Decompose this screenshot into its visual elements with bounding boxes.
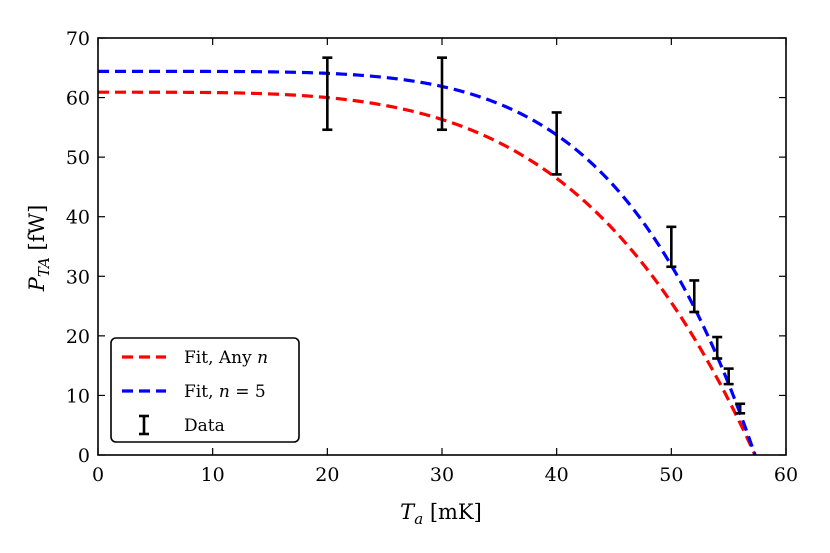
y-tick-label: 30 (66, 266, 90, 288)
data-point (666, 225, 677, 269)
x-axis-label-main: T (400, 500, 416, 524)
data-point (712, 335, 723, 360)
legend-label: Fit, n = 5 (184, 382, 266, 402)
x-axis-label: Ta [mK] (400, 500, 482, 528)
fit-curves (98, 69, 757, 456)
legend: Fit, Any n Fit, n = 5 Data (110, 337, 300, 443)
legend-entry: Fit, n = 5 (122, 382, 266, 402)
data-point (723, 367, 734, 386)
y-tick-label: 10 (66, 385, 90, 407)
x-axis-label-subscript: a (414, 510, 423, 528)
axis-ticks: 0 10 20 30 40 50 60 0 10 20 30 40 50 60 70 (66, 28, 798, 486)
data-errorbars (322, 56, 746, 415)
y-tick-label: 20 (66, 326, 90, 348)
plot-frame (97, 37, 787, 456)
y-tick-label: 60 (66, 88, 90, 110)
data-point (322, 56, 333, 132)
legend-label: Data (184, 416, 225, 436)
y-tick-label: 0 (78, 445, 90, 467)
x-axis-label-unit: [mK] (423, 500, 482, 524)
x-tick-label: 20 (315, 464, 339, 486)
legend-box (110, 337, 300, 443)
x-tick-label: 0 (92, 464, 104, 486)
data-point (437, 56, 447, 132)
legend-label: Fit, Any n (184, 348, 268, 368)
data-point (689, 279, 700, 314)
y-axis-label: PTA [fW] (25, 205, 53, 293)
y-axis-label-subscript: TA (35, 257, 53, 277)
data-point (735, 402, 746, 415)
x-tick-label: 30 (430, 464, 454, 486)
legend-entry: Data (139, 414, 225, 436)
y-tick-label: 40 (66, 207, 90, 229)
x-tick-label: 10 (201, 464, 225, 486)
legend-entry: Fit, Any n (122, 348, 268, 368)
x-tick-label: 50 (659, 464, 683, 486)
y-axis-label-unit: [fW] (25, 205, 49, 257)
fit-line-n5 (98, 69, 757, 456)
x-tick-label: 40 (545, 464, 569, 486)
y-tick-label: 50 (66, 147, 90, 169)
x-tick-label: 60 (774, 464, 798, 486)
y-tick-label: 70 (66, 28, 90, 50)
fit-line-any-n (98, 90, 757, 456)
data-point (551, 111, 562, 176)
